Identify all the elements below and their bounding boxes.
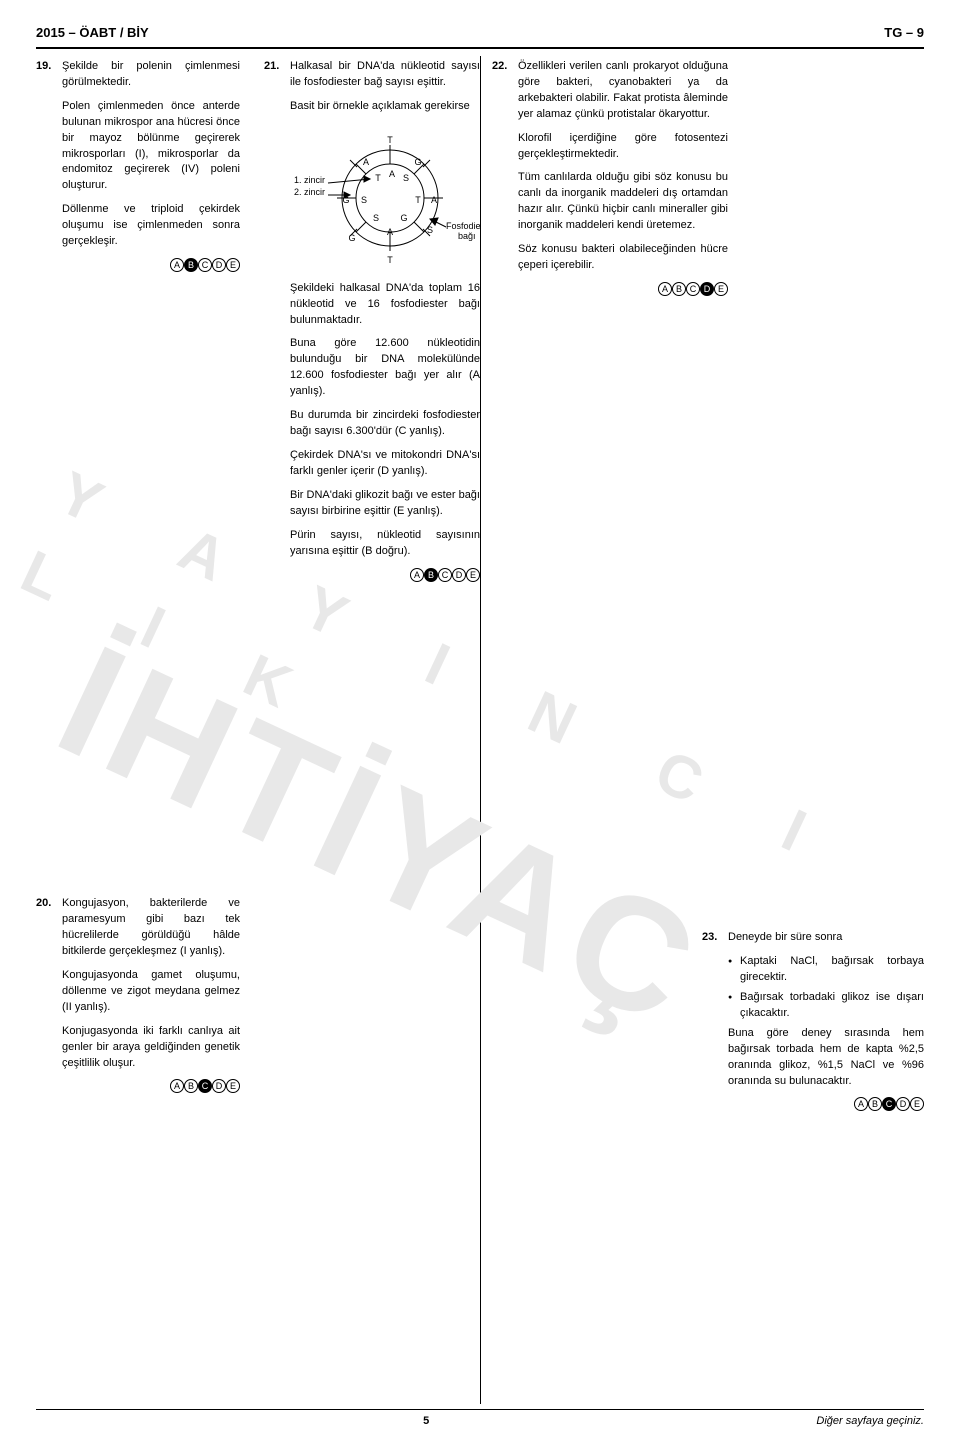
q21-p4: Buna göre 12.600 nükleotidin bulunduğu b… [290,336,480,400]
q22-p1: Özellikleri verilen canlı prokaryot oldu… [518,59,728,123]
svg-text:S: S [427,225,433,235]
question-22: 22. Özellikleri verilen canlı prokaryot … [492,59,924,298]
q21-p5: Bu durumda bir zincirdeki fosfodiester b… [290,408,480,440]
q22-num: 22. [492,59,512,298]
q21-p2: Basit bir örnekle açıklamak gerekirse [290,99,480,115]
q22-p4: Söz konusu bakteri olabileceğinden hücre… [518,242,728,274]
q19-p1: Şekilde bir polenin çimlenmesi görülmekt… [62,59,240,91]
page-number: 5 [423,1414,429,1430]
q21-p8: Pürin sayısı, nükleotid sayısının yarısı… [290,528,480,560]
q20-p3: Konjugasyonda iki farklı canlıya ait gen… [62,1024,240,1072]
question-19: 19. Şekilde bir polenin çimlenmesi görül… [36,59,240,274]
footer-next: Diğer sayfaya geçiniz. [816,1414,924,1430]
q23-bullet-2: Bağırsak torbadaki glikoz ise dışarı çık… [728,990,924,1022]
q20-p2: Kongujasyonda gamet oluşumu, döllenme ve… [62,968,240,1016]
q20-p1: Kongujasyon, bakterilerde ve paramesyum … [62,896,240,960]
svg-text:G: G [414,157,421,167]
svg-text:A: A [389,169,395,179]
header-left: 2015 – ÖABT / BİY [36,24,149,43]
svg-text:1. zincir: 1. zincir [294,175,325,185]
question-21: 21. Halkasal bir DNA'da nükleotid sayısı… [264,59,468,584]
svg-text:G: G [348,233,355,243]
q23-p2: Buna göre deney sırasında hem bağırsak t… [728,1026,924,1090]
svg-text:A: A [387,227,393,237]
svg-text:T: T [387,255,393,265]
q19-p2: Polen çimlenmeden önce anterde bulunan m… [62,99,240,195]
svg-text:S: S [361,195,367,205]
q20-num: 20. [36,896,56,1095]
q19-num: 19. [36,59,56,274]
q23-answers: ABCDE [728,1097,924,1113]
q21-num: 21. [264,59,284,584]
svg-text:Fosfodiesterbağı: Fosfodiesterbağı [446,221,480,241]
svg-text:G: G [400,213,407,223]
question-23: 23. Deneyde bir süre sonra Kaptaki NaCl,… [702,930,924,1113]
q22-answers: ABCDE [518,282,728,298]
dna-diagram: T A G A S T S T A G S S [290,123,480,273]
q21-p7: Bir DNA'daki glikozit bağı ve ester bağı… [290,488,480,520]
q19-p3: Döllenme ve triploid çekirdek oluşumu is… [62,202,240,250]
svg-text:T: T [415,195,421,205]
q21-p6: Çekirdek DNA'sı ve mitokondri DNA'sı far… [290,448,480,480]
q21-p1: Halkasal bir DNA'da nükleotid sayısı ile… [290,59,480,91]
q22-p2: Klorofil içerdiğine göre fotosentezi ger… [518,131,728,163]
question-20: 20. Kongujasyon, bakterilerde ve parames… [36,896,240,1095]
q23-num: 23. [702,930,722,1113]
q20-answers: ABCDE [62,1079,240,1095]
header-right: TG – 9 [884,24,924,43]
svg-text:S: S [373,213,379,223]
q22-p3: Tüm canlılarda olduğu gibi söz konusu bu… [518,170,728,234]
q23-bullet-1: Kaptaki NaCl, bağırsak torbaya girecekti… [728,954,924,986]
q23-p1: Deneyde bir süre sonra [728,930,924,946]
svg-text:2. zincir: 2. zincir [294,187,325,197]
svg-text:T: T [387,135,393,145]
q19-answers: ABCDE [62,258,240,274]
svg-text:T: T [375,173,381,183]
q21-answers: ABCDE [290,568,480,584]
svg-text:A: A [431,195,437,205]
q21-p3: Şekildeki halkasal DNA'da toplam 16 nükl… [290,281,480,329]
svg-text:S: S [403,173,409,183]
svg-text:A: A [363,157,369,167]
